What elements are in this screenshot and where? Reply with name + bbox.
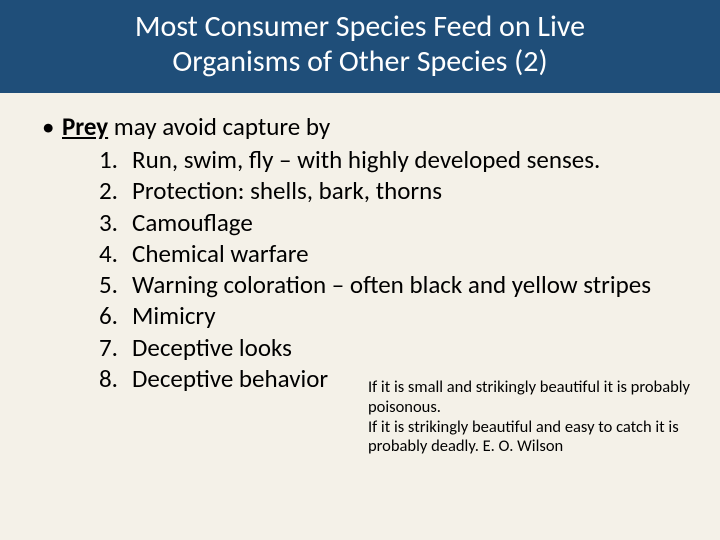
list-text: Run, swim, fly – with highly developed s… <box>132 144 696 175</box>
list-number: 7. <box>96 332 132 363</box>
list-item: 3.Camouflage <box>96 207 696 238</box>
list-number: 8. <box>96 363 132 394</box>
quote-line-1: If it is small and strikingly beautiful … <box>368 378 708 418</box>
bullet-bold-word: Prey <box>62 111 108 142</box>
title-line-2: Organisms of Other Species (2) <box>172 43 547 80</box>
list-number: 5. <box>96 269 132 300</box>
quote-line-2: If it is strikingly beautiful and easy t… <box>368 418 708 458</box>
list-item: 7.Deceptive looks <box>96 332 696 363</box>
bullet-marker: • <box>42 111 62 142</box>
slide-title: Most Consumer Species Feed on Live Organ… <box>0 10 720 79</box>
title-bar: Most Consumer Species Feed on Live Organ… <box>0 0 720 93</box>
list-text: Camouflage <box>132 207 696 238</box>
list-item: 5.Warning coloration – often black and y… <box>96 269 696 300</box>
list-text: Warning coloration – often black and yel… <box>132 269 696 300</box>
list-item: 2.Protection: shells, bark, thorns <box>96 175 696 206</box>
title-line-1: Most Consumer Species Feed on Live <box>135 8 585 45</box>
list-text: Chemical warfare <box>132 238 696 269</box>
list-number: 6. <box>96 300 132 331</box>
list-item: 6.Mimicry <box>96 300 696 331</box>
list-text: Mimicry <box>132 300 696 331</box>
list-number: 1. <box>96 144 132 175</box>
list-text: Deceptive looks <box>132 332 696 363</box>
list-text: Protection: shells, bark, thorns <box>132 175 696 206</box>
list-item: 4.Chemical warfare <box>96 238 696 269</box>
slide-body: •Prey may avoid capture by 1.Run, swim, … <box>0 93 720 394</box>
list-number: 3. <box>96 207 132 238</box>
bullet-intro: •Prey may avoid capture by <box>42 111 696 142</box>
quote-box: If it is small and strikingly beautiful … <box>368 378 708 457</box>
list-item: 1.Run, swim, fly – with highly developed… <box>96 144 696 175</box>
numbered-list: 1.Run, swim, fly – with highly developed… <box>96 144 696 394</box>
bullet-rest: may avoid capture by <box>108 111 330 142</box>
list-number: 2. <box>96 175 132 206</box>
list-number: 4. <box>96 238 132 269</box>
